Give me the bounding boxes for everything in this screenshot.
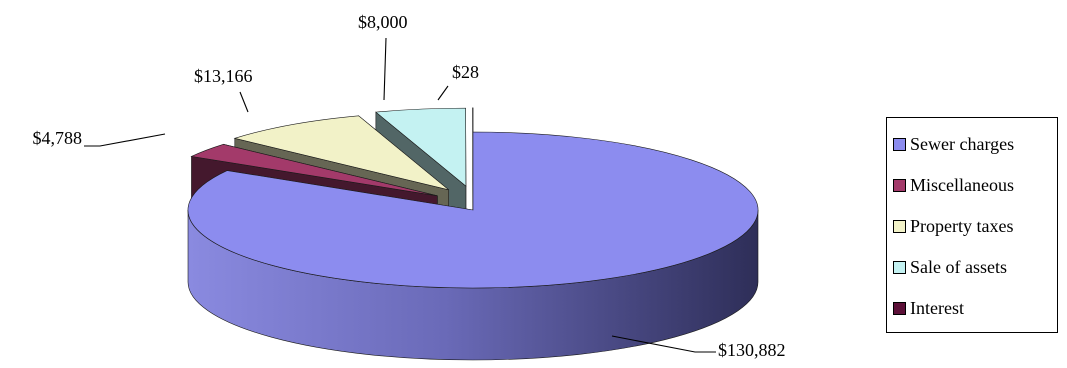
legend-swatch-property-taxes <box>893 220 906 233</box>
data-label-miscellaneous: $4,788 <box>33 128 83 148</box>
legend-item-property-taxes: Property taxes <box>893 206 1057 247</box>
legend: Sewer charges Miscellaneous Property tax… <box>886 117 1058 333</box>
slice-miscellaneous <box>190 143 438 197</box>
leader-line-miscellaneous <box>84 133 166 147</box>
slice-property-taxes <box>233 115 449 191</box>
legend-swatch-sewer-charges <box>893 138 906 151</box>
legend-label-sewer-charges: Sewer charges <box>910 134 1015 154</box>
legend-label-sale-of-assets: Sale of assets <box>910 257 1007 277</box>
legend-swatch-interest <box>893 302 906 315</box>
legend-swatch-miscellaneous <box>893 179 906 192</box>
leader-line-interest <box>437 85 449 101</box>
data-label-sale-of-assets: $8,000 <box>358 12 408 32</box>
leader-line-sewer-charges <box>611 335 716 353</box>
slice-sale-of-assets <box>375 107 467 187</box>
slice-sewer-charges <box>187 131 759 289</box>
legend-swatch-sale-of-assets <box>893 261 906 274</box>
data-label-property-taxes: $13,166 <box>194 66 253 86</box>
legend-label-property-taxes: Property taxes <box>910 216 1014 236</box>
legend-item-miscellaneous: Miscellaneous <box>893 165 1057 206</box>
legend-item-sewer-charges: Sewer charges <box>893 124 1057 165</box>
legend-label-interest: Interest <box>910 298 964 318</box>
data-label-interest: $28 <box>452 62 479 82</box>
leader-line-property-taxes <box>239 91 249 113</box>
data-label-sewer-charges: $130,882 <box>718 340 786 360</box>
legend-item-interest: Interest <box>893 288 1057 329</box>
legend-item-sale-of-assets: Sale of assets <box>893 247 1057 288</box>
legend-label-miscellaneous: Miscellaneous <box>910 175 1014 195</box>
leader-line-sale-of-assets <box>383 37 387 101</box>
